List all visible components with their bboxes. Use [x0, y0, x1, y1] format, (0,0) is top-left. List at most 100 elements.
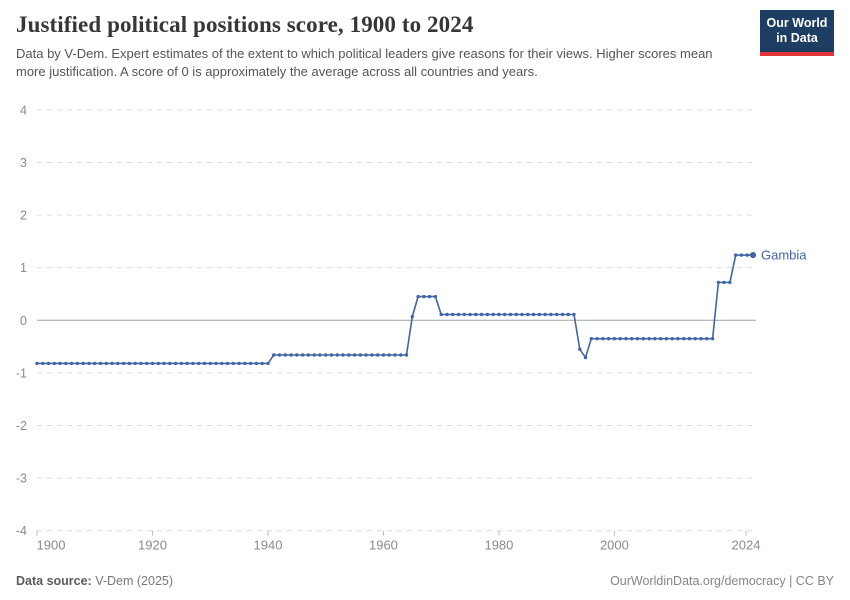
data-point[interactable] — [503, 312, 507, 317]
data-point[interactable] — [237, 361, 241, 366]
data-point[interactable] — [260, 361, 264, 366]
data-point[interactable] — [705, 337, 709, 341]
data-point[interactable] — [404, 353, 409, 357]
data-point[interactable] — [104, 361, 109, 366]
data-point[interactable] — [295, 353, 299, 357]
data-point[interactable] — [197, 361, 201, 366]
data-point[interactable] — [156, 361, 160, 366]
data-point[interactable] — [41, 361, 45, 366]
data-point[interactable] — [422, 294, 426, 299]
data-point[interactable] — [583, 355, 588, 360]
data-point[interactable] — [173, 361, 178, 366]
data-point[interactable] — [491, 312, 495, 317]
data-point[interactable] — [445, 312, 449, 317]
data-point[interactable] — [555, 312, 559, 317]
data-point[interactable] — [69, 361, 74, 366]
data-point[interactable] — [630, 337, 634, 341]
data-point[interactable] — [479, 312, 484, 317]
data-point[interactable] — [272, 353, 276, 357]
data-point[interactable] — [185, 361, 189, 366]
data-point[interactable] — [370, 353, 374, 357]
data-point[interactable] — [179, 361, 184, 366]
series-gambia[interactable]: Gambia — [35, 248, 807, 366]
data-point[interactable] — [699, 337, 703, 341]
data-point[interactable] — [589, 337, 593, 341]
footer-credit-link[interactable]: OurWorldinData.org/democracy | CC BY — [610, 574, 834, 588]
data-point[interactable] — [578, 347, 582, 351]
data-point[interactable] — [139, 361, 143, 366]
data-point[interactable] — [653, 337, 657, 341]
data-point[interactable] — [566, 312, 570, 317]
data-point[interactable] — [439, 312, 443, 317]
line-chart[interactable]: 4 3 2 1 0 -1 -2 -3 -4 1900 1920 1940 1960 1980 2000 202… — [0, 95, 850, 555]
data-point[interactable] — [266, 361, 270, 366]
data-point[interactable] — [300, 353, 305, 357]
data-point[interactable] — [81, 361, 85, 366]
data-point[interactable] — [289, 353, 293, 357]
data-point[interactable] — [162, 361, 166, 366]
data-point[interactable] — [410, 314, 414, 319]
data-point[interactable] — [508, 312, 513, 317]
data-point[interactable] — [456, 312, 461, 317]
data-point[interactable] — [121, 361, 126, 366]
data-point[interactable] — [329, 353, 334, 357]
data-point[interactable] — [647, 337, 651, 341]
data-point[interactable] — [549, 312, 553, 317]
data-point[interactable] — [208, 361, 212, 366]
data-point[interactable] — [191, 361, 195, 366]
data-point[interactable] — [682, 337, 686, 341]
data-point[interactable] — [318, 353, 322, 357]
data-point[interactable] — [58, 361, 62, 366]
data-point[interactable] — [716, 280, 721, 285]
data-point[interactable] — [734, 253, 738, 257]
data-point[interactable] — [485, 312, 490, 317]
data-point[interactable] — [618, 337, 622, 341]
data-point[interactable] — [277, 353, 282, 357]
data-point[interactable] — [676, 337, 680, 341]
data-point[interactable] — [451, 312, 455, 317]
data-source-value[interactable]: V-Dem (2025) — [91, 574, 174, 588]
data-point[interactable] — [387, 353, 391, 357]
data-point[interactable] — [225, 361, 230, 366]
data-point[interactable] — [248, 361, 253, 366]
data-point[interactable] — [145, 361, 149, 366]
data-point[interactable] — [531, 312, 536, 317]
data-point[interactable] — [710, 337, 715, 341]
data-point[interactable] — [347, 353, 351, 357]
data-point[interactable] — [335, 353, 339, 357]
data-point[interactable] — [664, 337, 669, 341]
data-point[interactable] — [93, 361, 97, 366]
data-point[interactable] — [283, 353, 287, 357]
data-point[interactable] — [306, 353, 311, 357]
data-point[interactable] — [612, 337, 617, 341]
data-point[interactable] — [254, 361, 259, 366]
data-point[interactable] — [514, 312, 518, 317]
data-point[interactable] — [526, 312, 530, 317]
data-point[interactable] — [110, 361, 114, 366]
data-point[interactable] — [728, 280, 732, 285]
data-point[interactable] — [606, 337, 611, 341]
data-point[interactable] — [364, 353, 368, 357]
data-point[interactable] — [658, 337, 663, 341]
data-point[interactable] — [722, 280, 726, 285]
data-point[interactable] — [376, 353, 380, 357]
data-point[interactable] — [202, 361, 207, 366]
data-point[interactable] — [64, 361, 68, 366]
series-end-marker[interactable] — [749, 252, 757, 259]
data-point[interactable] — [35, 361, 39, 366]
data-point[interactable] — [243, 361, 247, 366]
data-point[interactable] — [572, 312, 576, 317]
data-point[interactable] — [739, 253, 744, 257]
data-point[interactable] — [543, 312, 547, 317]
entity-label[interactable]: Gambia — [761, 248, 807, 263]
data-point[interactable] — [560, 312, 565, 317]
data-point[interactable] — [693, 337, 697, 341]
data-point[interactable] — [87, 361, 91, 366]
data-point[interactable] — [381, 353, 386, 357]
data-point[interactable] — [133, 361, 137, 366]
data-point[interactable] — [399, 353, 403, 357]
data-point[interactable] — [520, 312, 524, 317]
data-point[interactable] — [601, 337, 605, 341]
data-point[interactable] — [150, 361, 155, 366]
data-point[interactable] — [324, 353, 328, 357]
